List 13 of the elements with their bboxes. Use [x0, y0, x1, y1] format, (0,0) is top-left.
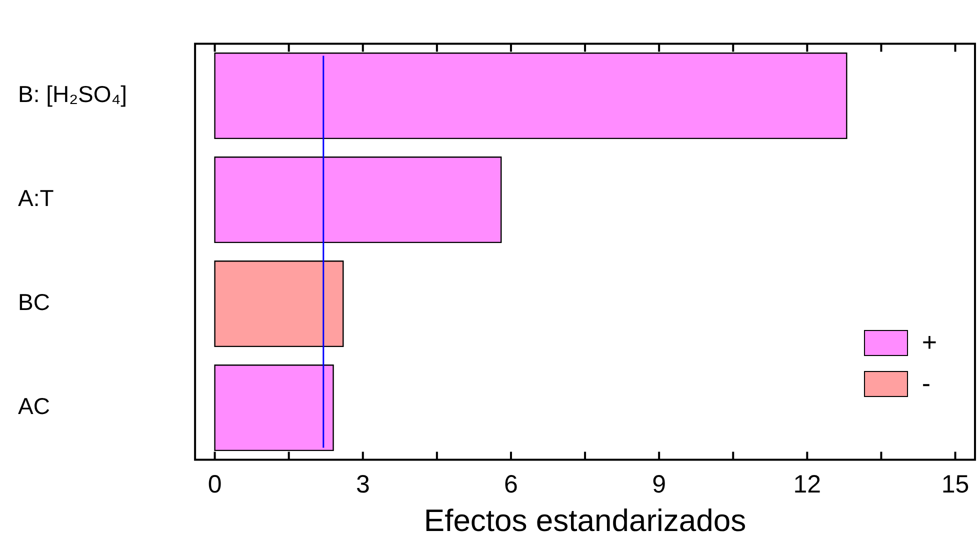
x-tick-label: 6: [504, 470, 518, 499]
x-tick-label: 12: [793, 470, 822, 499]
x-tick-label: 9: [652, 470, 666, 499]
legend-label: +: [922, 327, 937, 358]
y-tick-label: AC: [18, 393, 50, 420]
y-tick-label: BC: [18, 289, 50, 316]
legend-label: -: [922, 368, 930, 399]
x-tick-label: 15: [941, 470, 970, 499]
y-tick-label: B: [H₂SO₄]: [18, 81, 128, 108]
x-axis-title: Efectos estandarizados: [424, 502, 746, 538]
x-tick-label: 3: [356, 470, 370, 499]
y-tick-label: A:T: [18, 185, 54, 212]
x-tick-label: 0: [208, 470, 222, 499]
